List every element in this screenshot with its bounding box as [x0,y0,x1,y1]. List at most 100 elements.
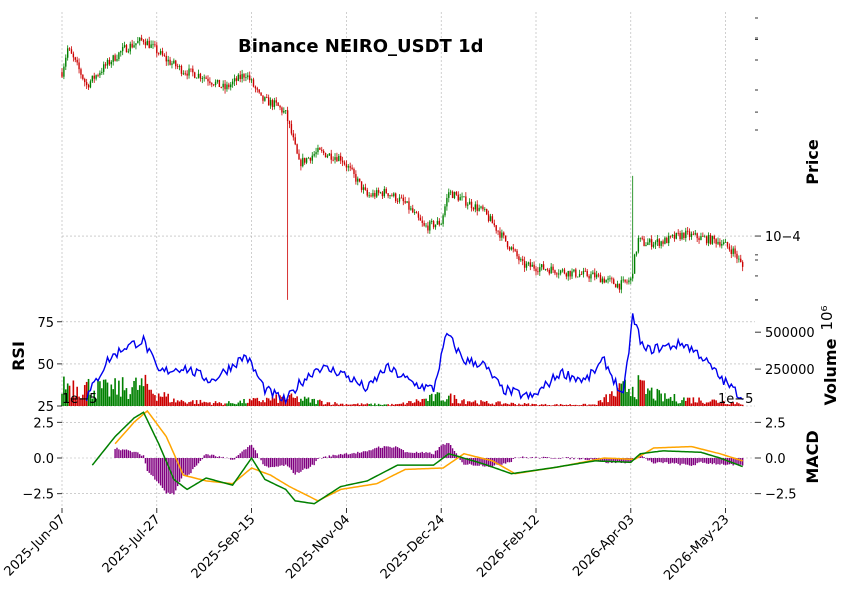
macd-histogram-bar [201,458,204,460]
candle-body [506,241,509,248]
candle-body [321,149,323,151]
macd-histogram-bar [730,458,732,465]
volume-bar [434,394,437,406]
macd-histogram-bar [484,458,486,467]
volume-bar [154,395,156,406]
volume-bar [222,404,224,406]
candle-body [609,278,611,280]
volume-bar [652,398,655,406]
macd-histogram-bar [156,458,158,482]
volume-bar [590,404,592,406]
candle-body [715,239,717,244]
volume-bar [171,401,173,406]
volume-bar [258,401,260,406]
candle-body [652,244,655,247]
volume-bar [197,403,200,406]
macd-histogram-bar [324,456,327,458]
volume-bar [518,403,520,406]
volume-bar [463,399,465,406]
candle-body [685,230,687,239]
macd-histogram-bar [658,458,660,463]
candle-body [476,204,478,211]
volume-bar [582,403,585,406]
candle-body [150,44,152,48]
candle-body [624,279,626,282]
candle-body [389,195,391,197]
candle-body [704,236,706,238]
volume-bar [722,400,725,406]
volume-bar [559,403,562,406]
macd-histogram-bar [235,456,238,458]
candle-body [387,193,389,197]
candle-body [269,100,272,106]
candle-body [91,75,94,82]
macd-histogram-bar [686,458,689,465]
candle-body [613,279,615,285]
candle-body [123,45,126,47]
macd-histogram-bar [442,444,444,458]
volume-bar [256,397,259,406]
candle-body [385,188,387,194]
volume-bar [85,381,88,406]
candle-body [677,232,679,234]
macd-histogram-bar [230,458,232,460]
macd-histogram-bar [341,454,344,458]
candle-body [82,74,84,80]
macd-histogram-bar [127,450,130,458]
volume-bar [603,397,606,406]
volume-bar [374,403,376,406]
macd-histogram-bar [740,458,742,465]
volume-bar [721,403,723,406]
candle-body [118,52,120,60]
volume-bar [101,388,103,406]
volume-bar [593,404,596,406]
volume-bar [165,396,168,406]
volume-bar [476,403,479,406]
macd-histogram-bar [336,455,338,458]
volume-bar [64,389,67,406]
volume-bar [614,396,617,406]
volume-bar [592,404,594,406]
volume-bar [645,394,647,406]
candle-body [491,216,494,224]
macd-histogram-bar [347,454,349,458]
volume-bar [597,400,600,406]
volume-bar [239,400,242,406]
volume-bar [334,402,336,406]
volume-bar [159,396,162,406]
candle-body [461,196,463,198]
volume-bar [150,389,152,406]
macd-histogram-bar [702,458,704,463]
candle-body [542,264,545,270]
candle-body [503,232,505,236]
volume-bar [444,401,446,406]
macd-histogram-bar [542,456,545,458]
macd-histogram-bar [594,458,596,461]
candle-body [675,232,678,239]
volume-bar [612,395,615,406]
volume-bar [339,403,342,406]
candle-body [186,73,188,76]
candle-body [159,51,162,54]
candle-body [614,284,617,288]
volume-bar [288,395,291,406]
macd-histogram-bar [588,458,590,461]
volume-bar [163,392,166,406]
volume-bar [262,400,264,406]
candle-body [539,267,541,272]
macd-histogram-bar [544,457,547,458]
candle-body [63,66,65,77]
candle-body [741,262,744,267]
candle-body [647,242,649,246]
candle-body [540,264,543,268]
macd-histogram-bar [696,458,698,464]
candle-body [85,82,88,86]
macd-histogram-bar [550,458,552,459]
macd-histogram-bar [535,456,537,458]
macd-histogram-bar [451,448,454,458]
volume-bar [648,390,651,406]
macd-histogram-bar [613,458,615,462]
candle-body [726,242,729,247]
volume-bar [686,397,689,406]
macd-histogram-bar [197,458,200,464]
